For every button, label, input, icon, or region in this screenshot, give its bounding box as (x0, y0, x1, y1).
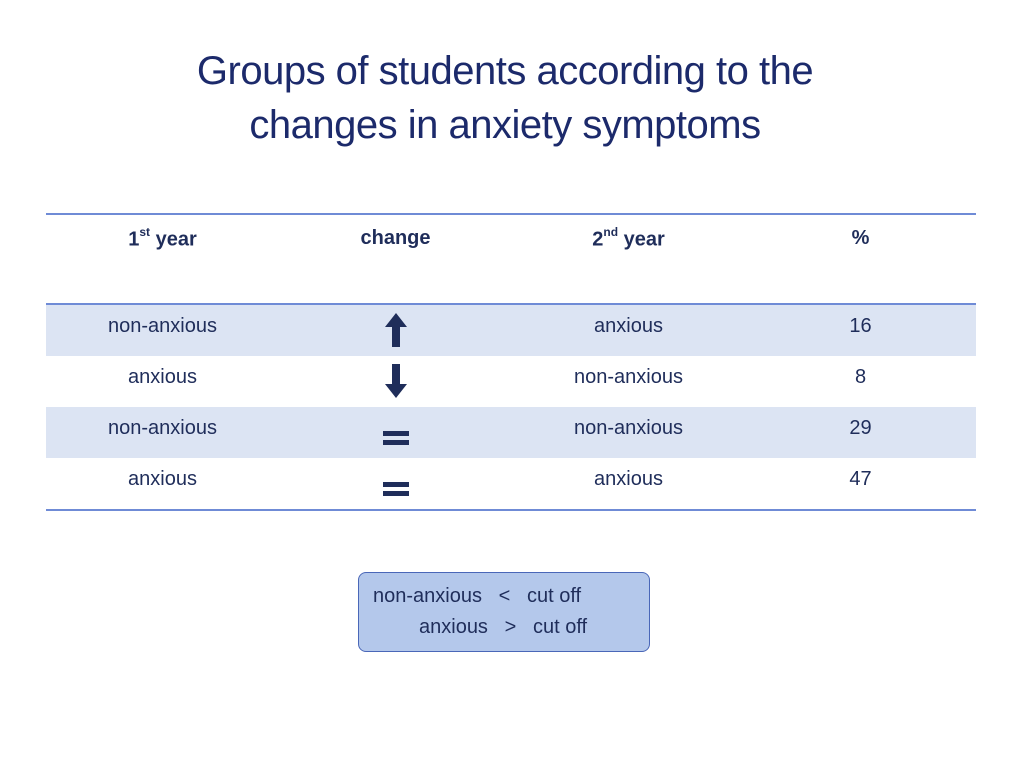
header-change: change (360, 227, 431, 249)
cell-first-year: anxious (128, 366, 197, 388)
cell-percent: 47 (849, 468, 872, 490)
anxiety-change-table: 1st year change 2nd year % non-anxious a… (46, 213, 976, 511)
header-first-year: 1st year (128, 225, 197, 251)
page-title-line-2: changes in anxiety symptoms (249, 103, 761, 147)
cell-percent: 16 (849, 315, 872, 337)
table-row: anxious anxious 47 (46, 458, 976, 509)
cell-first-year: non-anxious (108, 315, 217, 337)
cell-first-year: non-anxious (108, 417, 217, 439)
page-title-line-1: Groups of students according to the (196, 49, 814, 93)
legend-anxious-line: anxious > cut off (419, 616, 588, 638)
table-header-row: 1st year change 2nd year % (46, 215, 976, 305)
cell-second-year: anxious (594, 468, 663, 490)
down-arrow-icon (384, 364, 407, 398)
cell-change (279, 356, 512, 407)
header-second-year: 2nd year (592, 225, 665, 251)
table-row: non-anxious anxious 16 (46, 305, 976, 356)
cell-first-year: anxious (128, 468, 197, 490)
equals-icon (382, 482, 409, 496)
header-percent: % (851, 227, 870, 249)
cell-percent: 8 (854, 366, 867, 388)
cell-change (279, 458, 512, 509)
cell-second-year: non-anxious (574, 366, 683, 388)
cell-second-year: anxious (594, 315, 663, 337)
cell-second-year: non-anxious (574, 417, 683, 439)
table-row: non-anxious non-anxious 29 (46, 407, 976, 458)
equals-icon (382, 431, 409, 445)
legend-non-anxious-line: non-anxious < cut off (373, 585, 582, 607)
table-row: anxious non-anxious 8 (46, 356, 976, 407)
cell-percent: 29 (849, 417, 872, 439)
cell-change (279, 305, 512, 356)
page-title: Groups of students according to the chan… (0, 44, 1010, 152)
cell-change (279, 407, 512, 458)
cutoff-legend-box: non-anxious < cut off anxious > cut off (358, 572, 650, 652)
up-arrow-icon (384, 313, 407, 347)
